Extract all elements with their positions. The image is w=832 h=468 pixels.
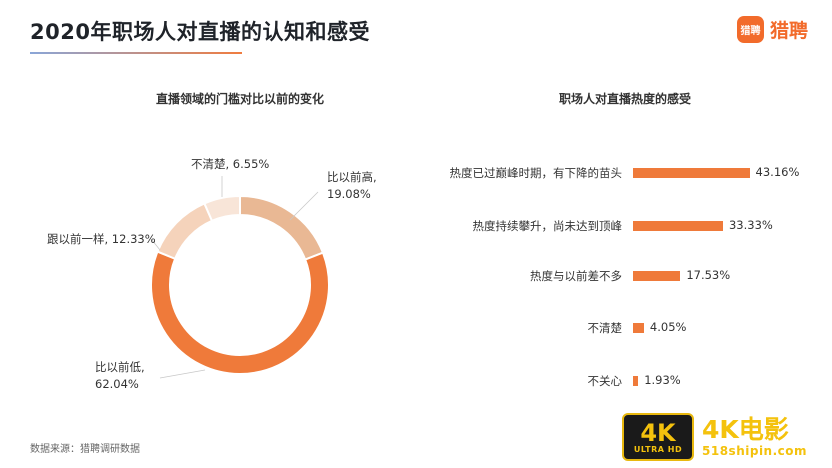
watermark-site: 518shipin.com bbox=[702, 444, 808, 458]
donut-chart-title: 直播领域的门槛对比以前的变化 bbox=[155, 92, 324, 106]
logo-text: 猎聘 bbox=[769, 20, 808, 42]
bar bbox=[633, 168, 750, 178]
bar-value-label: 43.16% bbox=[755, 165, 800, 179]
logo: 猎聘 猎聘 bbox=[736, 16, 808, 43]
bar-value-label: 17.53% bbox=[686, 268, 731, 282]
title-underline bbox=[30, 52, 242, 54]
bar-category-label: 热度已过巅峰时期，有下降的苗头 bbox=[449, 166, 623, 180]
watermark-badge-4k: 4K bbox=[640, 418, 676, 447]
pie-label-lower: 比以前低, 62.04% bbox=[95, 360, 145, 391]
bar bbox=[633, 323, 644, 333]
bar-category-label: 热度持续攀升，尚未达到顶峰 bbox=[472, 219, 623, 233]
pie-label-unclear: 不清楚, 6.55% bbox=[191, 157, 270, 171]
watermark-badge-uhd: ULTRA HD bbox=[633, 444, 683, 454]
bar bbox=[633, 271, 681, 281]
bar-value-label: 33.33% bbox=[728, 218, 773, 232]
leader-line-same bbox=[151, 239, 161, 251]
bar-value-label: 4.05% bbox=[649, 320, 687, 334]
donut-slice-same bbox=[156, 202, 214, 261]
leader-line-lower bbox=[159, 369, 206, 379]
pie-label-same: 跟以前一样, 12.33% bbox=[47, 232, 156, 246]
bar-category-label: 热度与以前差不多 bbox=[530, 269, 622, 283]
bar-chart-title: 职场人对直播热度的感受 bbox=[558, 92, 691, 106]
data-source: 数据来源：猎聘调研数据 bbox=[30, 444, 140, 455]
page-title: 2020年职场人对直播的认知和感受 bbox=[30, 20, 370, 44]
bar-category-label: 不清楚 bbox=[587, 321, 623, 335]
bar-category-label: 不关心 bbox=[587, 374, 623, 388]
donut-slice-lower bbox=[150, 250, 330, 375]
donut-slice-unclear bbox=[203, 194, 241, 223]
pie-label-higher: 比以前高, 19.08% bbox=[327, 170, 377, 201]
donut-slice-higher bbox=[239, 194, 325, 261]
bar-value-label: 1.93% bbox=[644, 373, 681, 387]
logo-icon: 猎聘 bbox=[736, 16, 764, 43]
bar bbox=[633, 376, 639, 386]
bar bbox=[633, 221, 723, 231]
leader-line-higher bbox=[289, 191, 319, 221]
watermark: 4K ULTRA HD 4K电影 518shipin.com bbox=[622, 413, 807, 461]
watermark-badge: 4K ULTRA HD bbox=[622, 413, 694, 461]
watermark-brand: 4K电影 bbox=[702, 415, 789, 444]
